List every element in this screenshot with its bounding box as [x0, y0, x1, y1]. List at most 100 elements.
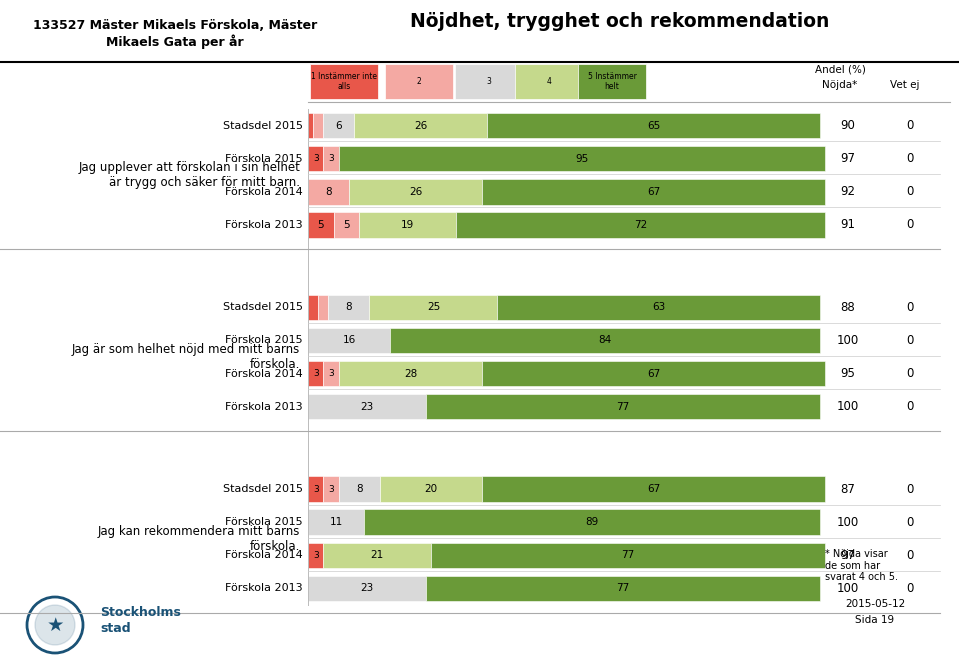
Text: Stadsdel 2015: Stadsdel 2015 — [223, 484, 303, 494]
Bar — [329, 295, 369, 320]
Bar — [308, 327, 390, 354]
Bar — [339, 476, 380, 502]
Text: 0: 0 — [906, 185, 914, 198]
Text: Förskola 2013: Förskola 2013 — [225, 219, 303, 229]
Text: 6: 6 — [336, 121, 342, 131]
Text: 77: 77 — [617, 584, 629, 594]
Text: 0: 0 — [906, 549, 914, 562]
Bar — [482, 476, 825, 502]
Text: Stadsdel 2015: Stadsdel 2015 — [223, 121, 303, 131]
Text: Förskola 2014: Förskola 2014 — [225, 187, 303, 197]
Bar — [308, 113, 314, 139]
Text: 2015-05-12: 2015-05-12 — [845, 599, 905, 609]
Bar — [308, 212, 334, 237]
Bar — [487, 113, 820, 139]
Bar — [360, 212, 456, 237]
Bar — [314, 113, 323, 139]
Text: 23: 23 — [361, 584, 373, 594]
Bar — [426, 394, 820, 420]
Bar — [349, 179, 482, 205]
Text: Förskola 2013: Förskola 2013 — [225, 584, 303, 594]
Text: 20: 20 — [424, 484, 437, 494]
Text: 19: 19 — [401, 219, 414, 229]
Text: 92: 92 — [840, 185, 855, 198]
Text: Förskola 2014: Förskola 2014 — [225, 550, 303, 560]
Text: Förskola 2014: Förskola 2014 — [225, 369, 303, 379]
Text: 100: 100 — [837, 400, 859, 413]
Text: 0: 0 — [906, 334, 914, 347]
Bar — [323, 476, 339, 502]
Text: 0: 0 — [906, 516, 914, 529]
Text: 26: 26 — [414, 121, 428, 131]
Bar — [482, 179, 825, 205]
Text: 3: 3 — [313, 154, 318, 163]
Text: 97: 97 — [840, 549, 855, 562]
Bar — [515, 64, 583, 99]
Bar — [578, 64, 646, 99]
Text: Förskola 2015: Förskola 2015 — [225, 153, 303, 163]
Text: 5 Instämmer
helt: 5 Instämmer helt — [588, 72, 637, 91]
Circle shape — [35, 605, 75, 645]
Text: 77: 77 — [621, 550, 635, 560]
Bar — [364, 510, 820, 535]
Text: 63: 63 — [652, 302, 666, 312]
Text: 72: 72 — [634, 219, 647, 229]
Text: 84: 84 — [598, 336, 612, 346]
Text: 3: 3 — [313, 485, 318, 494]
Text: Sida 19: Sida 19 — [855, 615, 895, 625]
Text: 67: 67 — [647, 187, 660, 197]
Text: 1 Instämmer inte
alls: 1 Instämmer inte alls — [311, 72, 377, 91]
Text: 0: 0 — [906, 400, 914, 413]
Text: 3: 3 — [328, 369, 334, 378]
Text: Förskola 2015: Förskola 2015 — [225, 518, 303, 528]
Bar — [323, 361, 339, 386]
Text: 26: 26 — [409, 187, 422, 197]
Text: 2: 2 — [416, 77, 421, 86]
Text: 5: 5 — [343, 219, 350, 229]
Text: Nöjda*: Nöjda* — [823, 80, 857, 90]
Text: 0: 0 — [906, 218, 914, 231]
Text: 100: 100 — [837, 582, 859, 595]
Text: Stadsdel 2015: Stadsdel 2015 — [223, 302, 303, 312]
Text: 88: 88 — [841, 301, 855, 314]
Text: Nöjdhet, trygghet och rekommendation: Nöjdhet, trygghet och rekommendation — [410, 12, 830, 31]
Text: 65: 65 — [647, 121, 660, 131]
Bar — [308, 295, 318, 320]
Bar — [318, 295, 329, 320]
Text: 0: 0 — [906, 483, 914, 496]
Text: 95: 95 — [575, 153, 589, 163]
Bar — [308, 145, 323, 171]
Bar — [431, 542, 825, 568]
Bar — [456, 212, 825, 237]
Text: 0: 0 — [906, 301, 914, 314]
Bar — [323, 145, 339, 171]
Bar — [323, 542, 431, 568]
Bar — [390, 327, 820, 354]
Text: 25: 25 — [427, 302, 440, 312]
Text: 28: 28 — [404, 369, 417, 379]
Text: 77: 77 — [617, 402, 629, 412]
Bar — [339, 361, 482, 386]
Text: 100: 100 — [837, 516, 859, 529]
Text: 89: 89 — [586, 518, 598, 528]
Text: 0: 0 — [906, 582, 914, 595]
Text: 87: 87 — [840, 483, 855, 496]
Text: 3: 3 — [328, 485, 334, 494]
Bar — [308, 576, 426, 602]
Text: 0: 0 — [906, 367, 914, 380]
Text: 23: 23 — [361, 402, 373, 412]
Bar — [426, 576, 820, 602]
Bar — [308, 179, 349, 205]
Bar — [354, 113, 487, 139]
Text: 0: 0 — [906, 119, 914, 132]
Bar — [339, 145, 825, 171]
Text: Jag upplever att förskolan i sin helhet
är trygg och säker för mitt barn.: Jag upplever att förskolan i sin helhet … — [78, 161, 300, 189]
Text: Andel (%): Andel (%) — [814, 64, 865, 74]
Text: 97: 97 — [840, 152, 855, 165]
Bar — [455, 64, 523, 99]
Text: 3: 3 — [313, 369, 318, 378]
Text: 3: 3 — [313, 551, 318, 560]
Text: 5: 5 — [317, 219, 324, 229]
Bar — [308, 394, 426, 420]
Text: 11: 11 — [330, 518, 342, 528]
